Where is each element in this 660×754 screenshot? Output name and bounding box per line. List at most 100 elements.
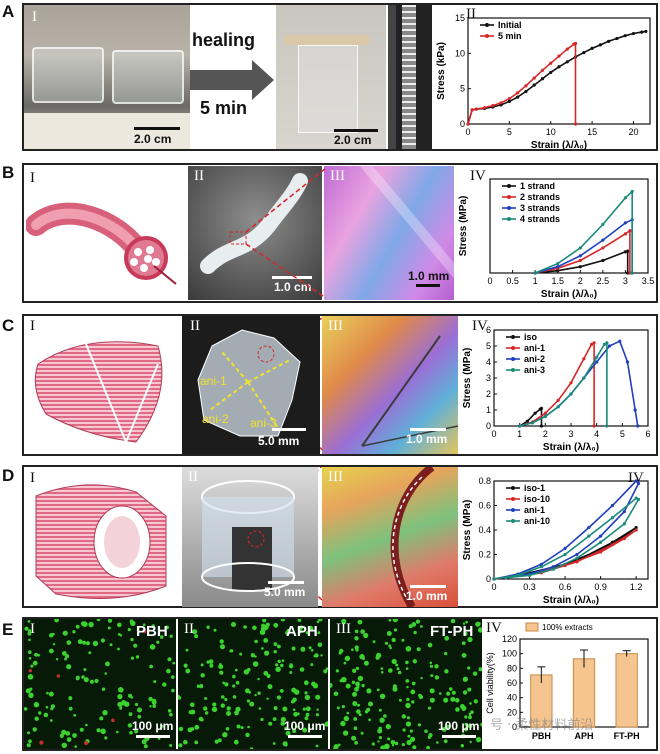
roman-e1: I [30,621,35,637]
cell-dot [28,692,34,698]
cell-dot [354,741,358,745]
cell-dot [260,625,267,632]
cell-dot [247,667,251,672]
y-tick-label: 4 [486,357,491,367]
cell-dot [152,704,156,708]
cell-dot [124,701,130,707]
roman-b4: IV [470,168,486,184]
cell-dot [462,690,468,695]
data-point [601,238,605,242]
data-point [636,481,641,486]
sample-name-aph: APH [286,623,318,640]
cell-dot [429,697,435,703]
cell-dot [178,743,183,748]
legend-marker [485,34,489,38]
cell-dot [354,645,359,650]
cell-dot [249,747,254,749]
roman-c3: III [328,318,343,334]
cell-dot [315,694,321,700]
y-tick-label: 0.8 [478,476,491,486]
cell-dot [198,716,204,722]
cell-dot [48,691,54,697]
cell-dot [49,719,53,722]
data-point [504,576,508,580]
x-tick-label: 6 [645,429,650,439]
cell-dot [212,702,217,707]
cell-dot [305,631,309,635]
data-point [610,540,615,544]
data-point [470,108,474,112]
cell-dot [405,667,409,670]
cell-dot [133,643,138,648]
cell-dot [455,707,460,712]
cell-dot [410,736,416,742]
cell-dot [333,744,339,749]
data-point [625,360,630,364]
data-point [578,254,582,258]
cell-dot [192,629,198,635]
cell-dot [261,647,264,650]
cell-dot [136,628,140,632]
cell-dot [354,636,359,641]
data-point [636,497,641,501]
cell-dot [130,656,135,660]
cell-dot [461,707,466,711]
cell-dot [55,658,59,661]
cell-dot [312,683,319,689]
data-point [539,406,544,410]
cell-dot [405,660,409,665]
cell-dot [178,726,184,732]
data-point [634,525,638,530]
cell-dot [467,687,472,692]
arrow-label-time: 5 min [200,98,248,118]
cell-dot [183,739,188,745]
panel-letter-d: D [2,466,15,485]
cell-dot [387,737,391,741]
cell-dot [292,708,296,712]
cell-dot [88,651,92,655]
cell-dot [377,740,380,743]
data-point [575,552,579,557]
cell-dot [280,663,284,668]
cell-dot [79,727,84,732]
y-tick-label: 0 [486,574,491,584]
cell-dot [335,669,339,673]
data-point [590,46,594,50]
cell-dot [250,653,255,658]
bar-FT-PH [615,653,638,728]
cell-dot [266,674,271,678]
cell-dot [279,689,284,693]
cell-dot [406,685,409,689]
x-tick-label: 3 [623,276,628,286]
series-line-Initial [467,30,647,125]
legend-label: ani-1 [524,505,545,515]
cell-dot [149,664,153,669]
cell-dot [282,741,288,747]
cell-dot [410,689,416,695]
cell-dot [72,733,77,738]
roman-d1: I [30,470,35,486]
data-point [644,29,648,34]
cell-dot [299,625,304,630]
cell-dot [94,678,99,684]
cell-dot [352,668,357,673]
x-tick-label: 20 [628,127,638,137]
cell-dot [336,706,340,710]
cell-dot [194,724,200,730]
panel-letter-c: C [2,316,15,335]
chart-a-stress-strain: 0 5 10 15 20 0 5 10 15 Strain (λ/λ₀) Stress (kPa) I… [434,4,658,152]
cell-dot [406,739,412,746]
cell-dot [28,650,32,654]
cell-dot [203,706,208,711]
cell-dot [355,681,360,687]
data-point [607,39,611,43]
cell-dot [363,660,369,666]
data-point [601,222,605,227]
cell-dot [464,715,468,719]
cell-dot [28,657,32,660]
x-tick-label: 0 [491,429,496,439]
cell-dot [27,631,32,636]
cell-dot [46,691,49,695]
x-tick-label: 2 [578,276,583,286]
legend-marker [511,519,515,523]
